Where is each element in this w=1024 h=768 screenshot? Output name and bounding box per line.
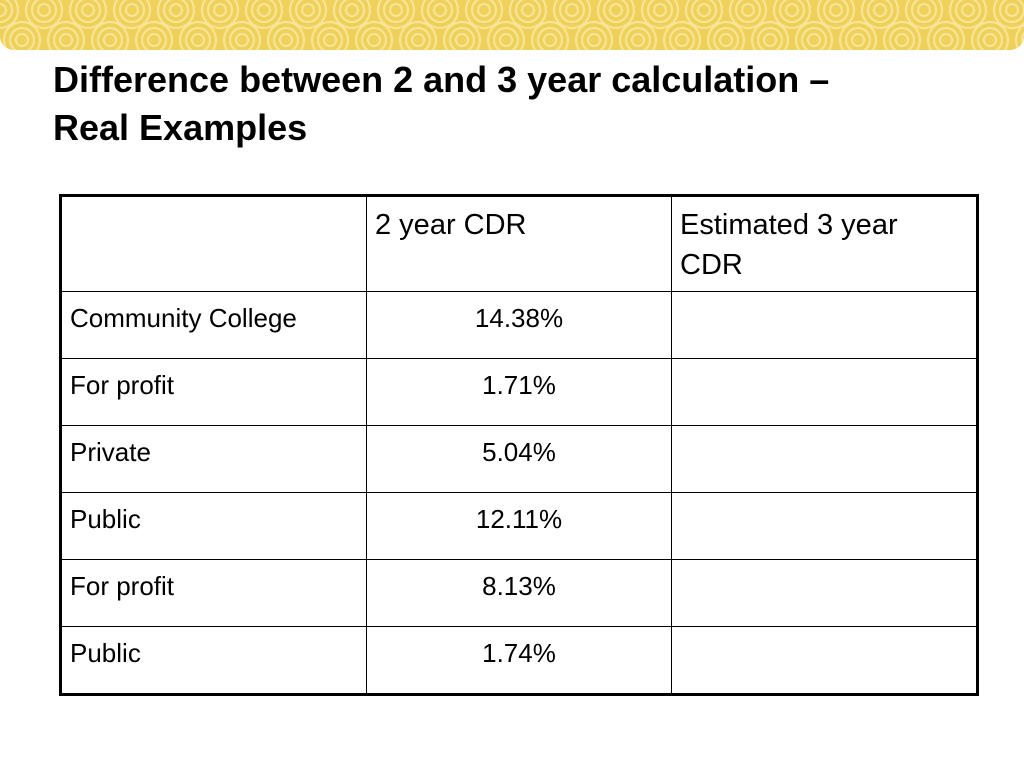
table-row: Private 5.04% [60, 425, 978, 493]
row-label: Community College [60, 291, 367, 359]
table-row: For profit 8.13% [60, 559, 978, 627]
row-label: Public [60, 492, 367, 560]
header-cell-empty [60, 195, 367, 292]
slide-title: Difference between 2 and 3 year calculat… [53, 56, 983, 152]
title-line-2: Real Examples [53, 107, 308, 148]
table-row: For profit 1.71% [60, 358, 978, 426]
cdr2-value: 5.04% [366, 425, 672, 493]
row-label: For profit [60, 358, 367, 426]
cdr3-value [671, 358, 978, 426]
row-label: For profit [60, 559, 367, 627]
swirl-pattern-icon [0, 0, 1024, 50]
table-header-row: 2 year CDR Estimated 3 year CDR [60, 195, 978, 292]
header-cell-estimated-3-year-cdr: Estimated 3 year CDR [671, 195, 978, 292]
row-label: Private [60, 425, 367, 493]
cdr3-value [671, 492, 978, 560]
table-row: Community College 14.38% [60, 291, 978, 359]
cdr-table-container: 2 year CDR Estimated 3 year CDR Communit… [59, 194, 979, 696]
title-line-1: Difference between 2 and 3 year calculat… [53, 59, 830, 100]
decorative-banner [0, 0, 1024, 50]
cdr2-value: 8.13% [366, 559, 672, 627]
cdr2-value: 14.38% [366, 291, 672, 359]
cdr2-value: 1.71% [366, 358, 672, 426]
cdr3-value [671, 626, 978, 695]
table-row: Public 12.11% [60, 492, 978, 560]
cdr3-value [671, 425, 978, 493]
cdr3-value [671, 291, 978, 359]
cdr2-value: 1.74% [366, 626, 672, 695]
cdr3-value [671, 559, 978, 627]
table-row: Public 1.74% [60, 626, 978, 695]
cdr2-value: 12.11% [366, 492, 672, 560]
cdr-comparison-table: 2 year CDR Estimated 3 year CDR Communit… [59, 194, 979, 696]
row-label: Public [60, 626, 367, 695]
header-cell-2-year-cdr: 2 year CDR [366, 195, 672, 292]
